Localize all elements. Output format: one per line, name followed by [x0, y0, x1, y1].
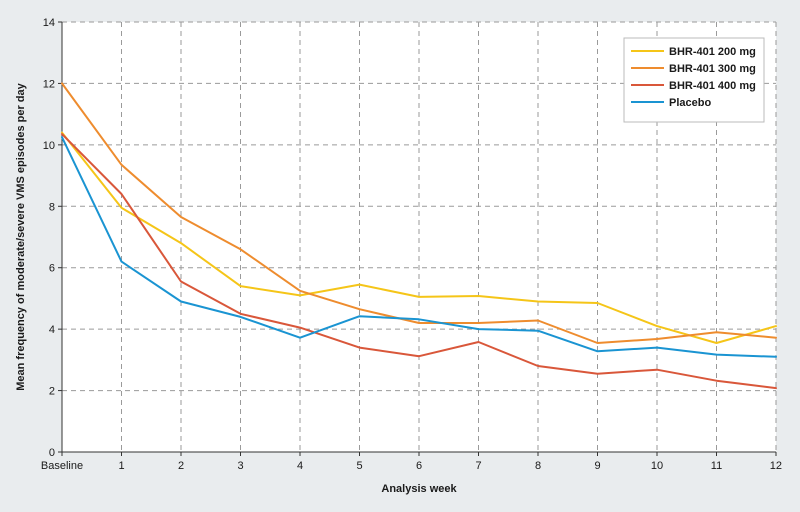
x-tick-label: 4: [297, 460, 303, 472]
y-tick-label: 0: [49, 447, 55, 459]
x-tick-label: 5: [356, 460, 362, 472]
x-tick-label: 2: [178, 460, 184, 472]
x-tick-label: 6: [416, 460, 422, 472]
series-line-bhr-401-200-mg: [61, 131, 777, 344]
series-line-bhr-401-400-mg: [61, 133, 777, 390]
x-tick-labels: Baseline 1 2 3 4 5 6 7 8 9 10 11 12: [41, 452, 782, 472]
x-tick-label: 8: [535, 460, 541, 472]
y-tick-label: 8: [49, 201, 55, 213]
grid-lines: [62, 21, 777, 452]
x-tick-label: 11: [711, 460, 722, 472]
y-tick-label: 10: [43, 140, 55, 152]
legend: BHR-401 200 mg BHR-401 300 mg BHR-401 400 …: [623, 37, 765, 123]
y-tick-labels: 0 2 4 6 8 10 12 14: [43, 17, 62, 459]
y-tick-label: 6: [49, 263, 55, 275]
y-tick-label: 12: [43, 78, 55, 90]
x-tick-label: 1: [118, 460, 124, 472]
legend-label: BHR-401 400 mg: [669, 80, 756, 92]
x-tick-label: 12: [770, 460, 782, 472]
y-axis-title: Mean frequency of moderate/severe VMS ep…: [15, 82, 27, 390]
x-tick-label: 9: [594, 460, 600, 472]
legend-label: BHR-401 300 mg: [669, 63, 756, 75]
y-tick-label: 2: [49, 386, 55, 398]
x-tick-label: 3: [237, 460, 243, 472]
x-axis-title: Analysis week: [381, 483, 457, 495]
x-tick-label: 10: [651, 460, 663, 472]
series-lines: [61, 82, 777, 390]
y-tick-label: 4: [49, 324, 55, 336]
y-tick-label: 14: [43, 17, 55, 29]
series-line-bhr-401-300-mg: [61, 82, 777, 344]
series-line-placebo: [61, 136, 777, 358]
legend-label: BHR-401 200 mg: [669, 46, 756, 58]
legend-label: Placebo: [669, 97, 711, 109]
x-tick-label: Baseline: [41, 460, 83, 472]
x-tick-label: 7: [475, 460, 481, 472]
